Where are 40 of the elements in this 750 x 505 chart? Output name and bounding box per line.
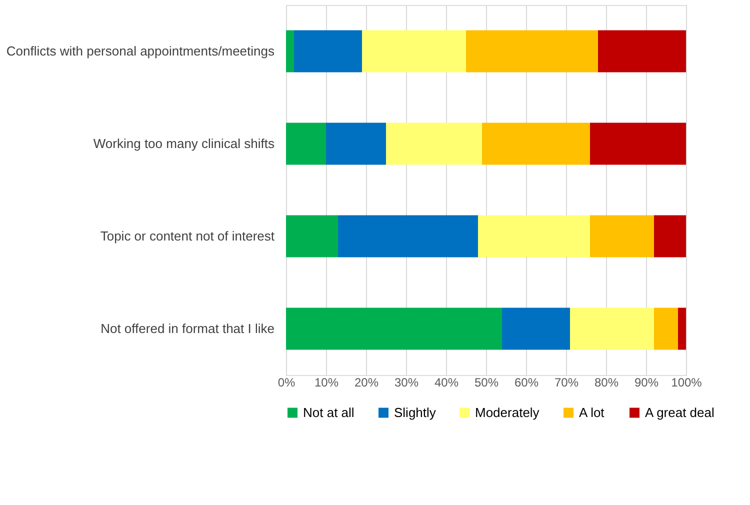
y-tick-label: Conflicts with personal appointments/meetings — [6, 43, 275, 58]
bar — [598, 30, 686, 72]
bar — [482, 122, 590, 165]
bar — [386, 122, 482, 165]
bar — [286, 308, 502, 350]
x-tick-label: 100% — [671, 376, 702, 390]
bar — [338, 215, 478, 258]
bar — [654, 308, 678, 350]
legend-label: Slightly — [394, 404, 436, 420]
bar — [294, 30, 362, 72]
bar — [678, 308, 686, 350]
bar — [466, 30, 598, 72]
x-tick-label: 60% — [514, 376, 539, 390]
bar — [478, 215, 590, 258]
legend-label: A great deal — [645, 404, 714, 420]
x-tick-label: 40% — [434, 376, 459, 390]
bar — [590, 122, 686, 165]
legend-label: A lot — [579, 404, 605, 420]
bar — [326, 122, 386, 165]
bar — [286, 122, 326, 165]
legend-label: Not at all — [303, 404, 354, 420]
bar — [654, 215, 686, 258]
x-tick-label: 10% — [314, 376, 339, 390]
x-tick-label: 70% — [554, 376, 579, 390]
bar — [286, 215, 338, 258]
x-tick-label: 0% — [278, 376, 296, 390]
bar — [502, 308, 570, 350]
x-tick-label: 90% — [634, 376, 659, 390]
x-tick-label: 50% — [474, 376, 499, 390]
bar — [590, 215, 654, 258]
y-tick-label: Working too many clinical shifts — [93, 136, 275, 151]
x-tick-label: 20% — [354, 376, 379, 390]
x-tick-label: 30% — [394, 376, 419, 390]
bar — [570, 308, 654, 350]
legend-label: Moderately — [475, 404, 540, 420]
bar — [362, 30, 466, 72]
bar — [286, 30, 294, 72]
y-tick-label: Not offered in format that I like — [100, 320, 274, 336]
x-tick-label: 80% — [594, 376, 619, 390]
y-tick-label: Topic or content not of interest — [100, 228, 275, 244]
